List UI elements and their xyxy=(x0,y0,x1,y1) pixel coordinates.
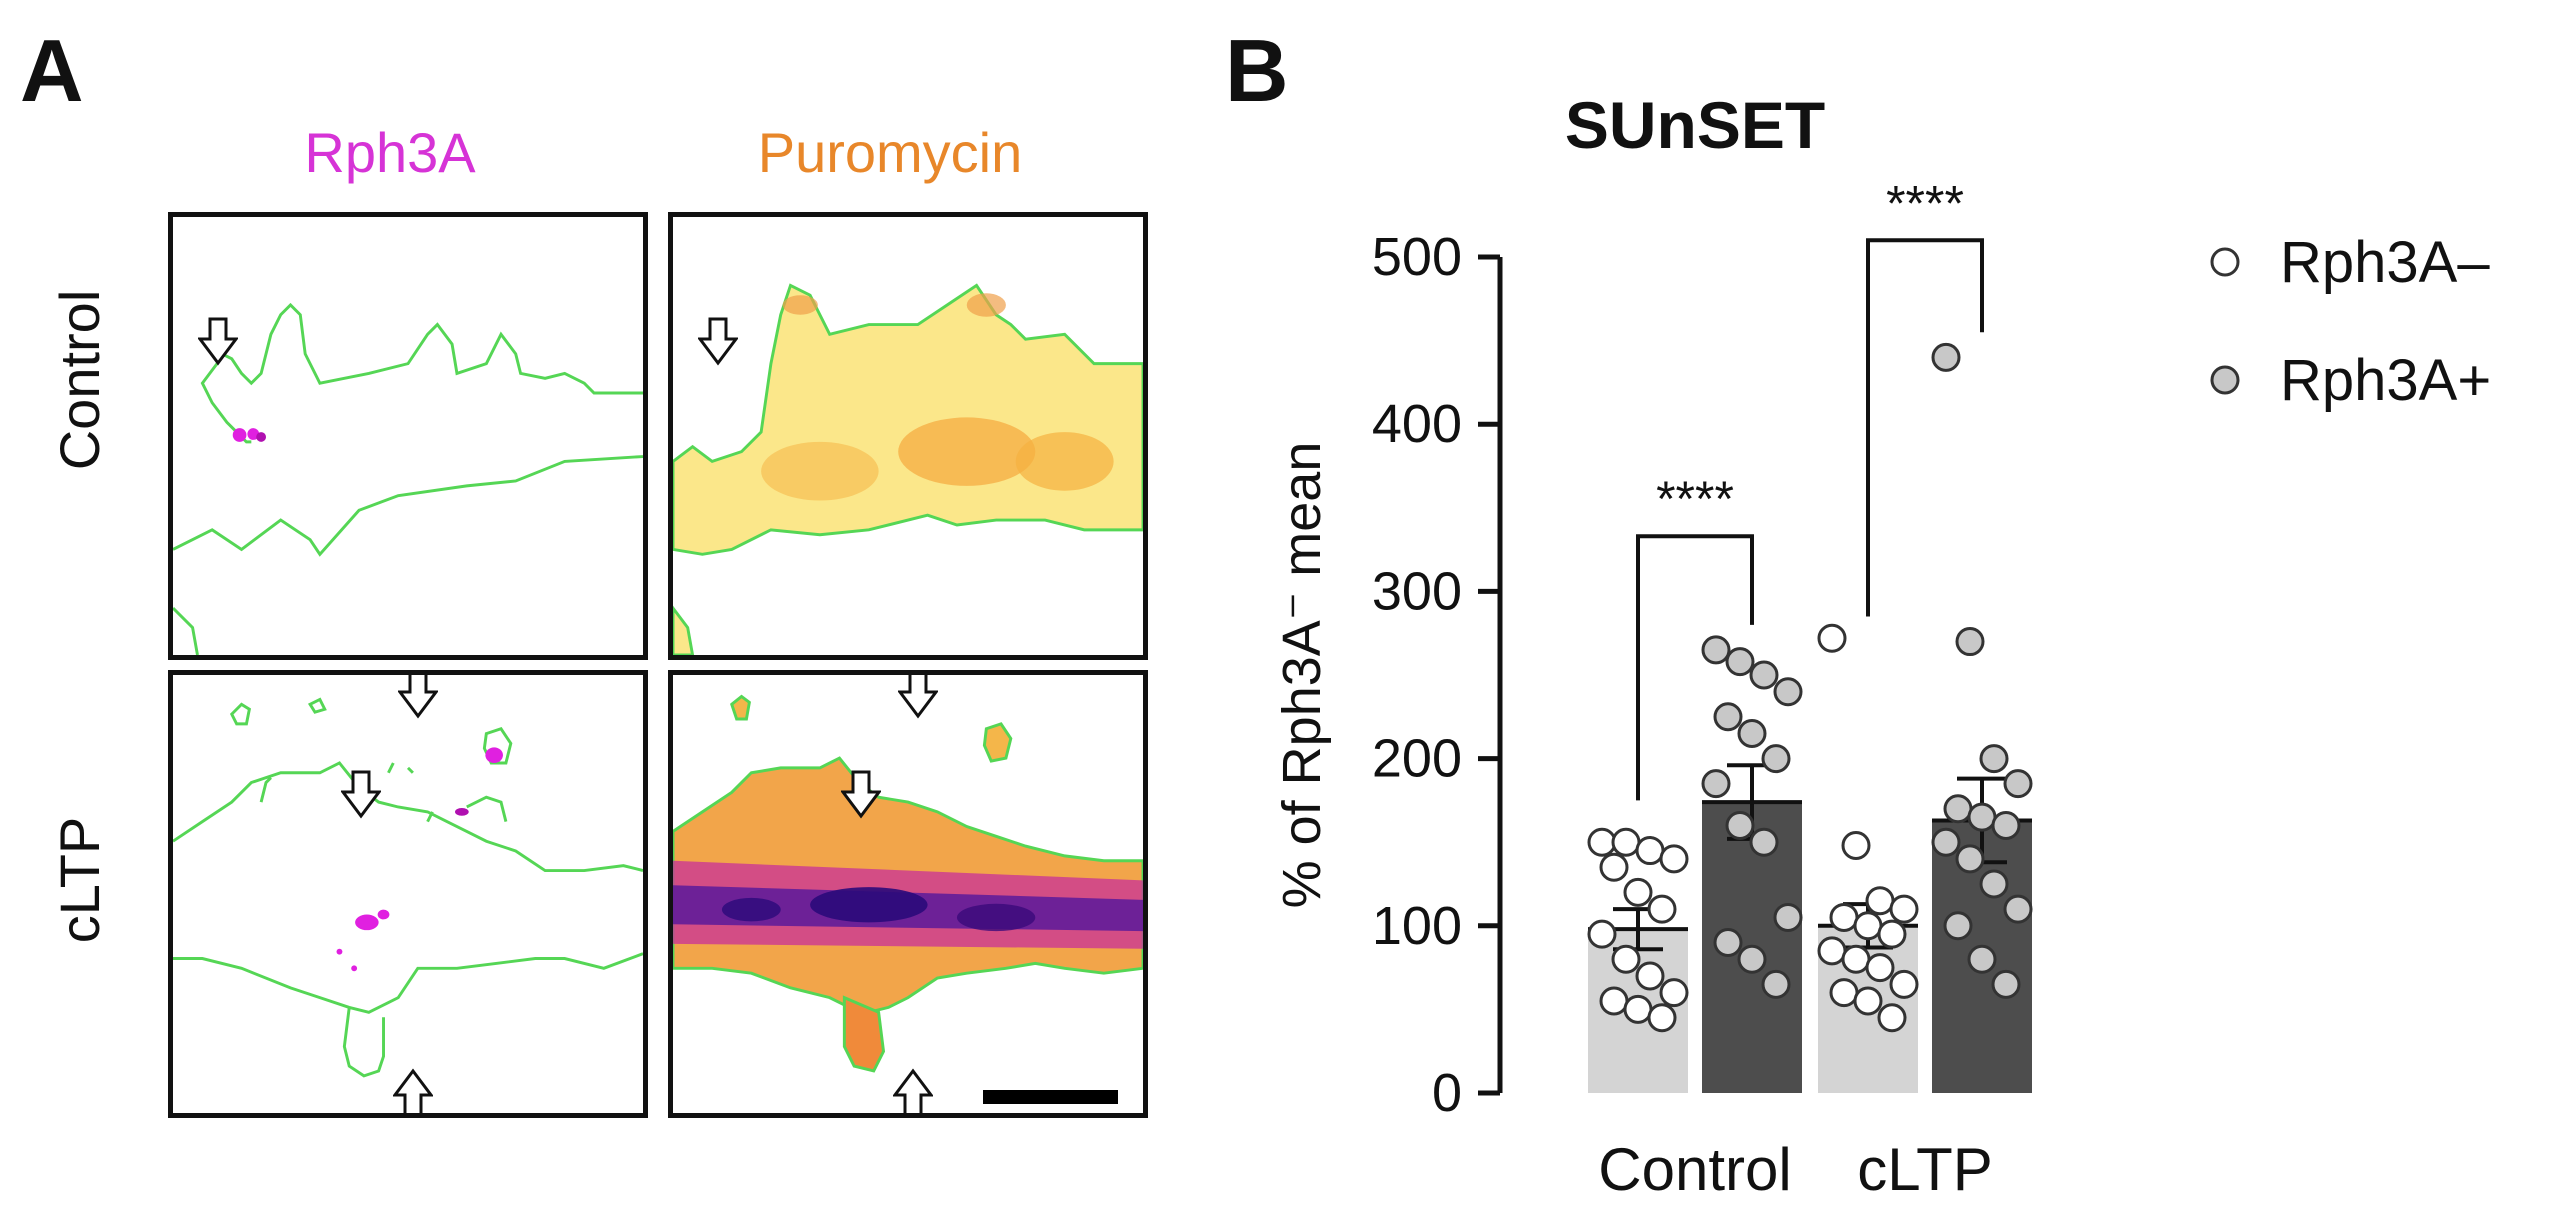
data-point xyxy=(1623,994,1653,1024)
data-point xyxy=(1931,827,1961,857)
data-point xyxy=(1611,944,1641,974)
data-point xyxy=(1701,769,1731,799)
data-point xyxy=(1817,936,1847,966)
image-control-rph3a xyxy=(168,212,648,660)
data-point xyxy=(1829,978,1859,1008)
y-tick-label: 200 xyxy=(1372,729,1462,789)
data-point xyxy=(1955,844,1985,874)
data-point xyxy=(1773,902,1803,932)
data-point xyxy=(1979,744,2009,774)
image-cltp-puromycin xyxy=(668,670,1148,1118)
data-point xyxy=(2003,894,2033,924)
image-control-puromycin xyxy=(668,212,1148,660)
data-point xyxy=(1599,852,1629,882)
image-cltp-rph3a xyxy=(168,670,648,1118)
y-tick-label: 300 xyxy=(1372,561,1462,621)
data-point xyxy=(1877,919,1907,949)
legend-label: Rph3A+ xyxy=(2280,348,2491,413)
data-point xyxy=(1841,831,1871,861)
data-point xyxy=(1967,944,1997,974)
data-point xyxy=(1635,961,1665,991)
data-point xyxy=(1647,1003,1677,1033)
data-point xyxy=(1955,627,1985,657)
legend-label: Rph3A– xyxy=(2280,230,2490,295)
significance-label: **** xyxy=(1886,175,1964,231)
y-tick-label: 0 xyxy=(1432,1063,1462,1123)
data-point xyxy=(1659,978,1689,1008)
data-point xyxy=(1967,802,1997,832)
y-axis-label: % of Rph3A⁻ mean xyxy=(1272,442,1332,909)
row-label-control: Control xyxy=(48,289,111,471)
data-point xyxy=(1931,342,1961,372)
data-point xyxy=(1773,677,1803,707)
significance-label: **** xyxy=(1656,471,1734,527)
data-point xyxy=(1725,810,1755,840)
x-tick-label-cltp: cLTP xyxy=(1857,1136,1993,1203)
panel-b-label: B xyxy=(1225,21,1289,120)
column-label-rph3a: Rph3A xyxy=(304,121,476,184)
arrow-down-icon xyxy=(698,317,738,366)
x-tick-label-control: Control xyxy=(1598,1136,1791,1203)
arrow-up-icon xyxy=(893,1068,933,1113)
chart-title: SUnSET xyxy=(1565,88,1825,162)
data-point xyxy=(1889,894,1919,924)
data-point xyxy=(1853,911,1883,941)
data-point xyxy=(1659,844,1689,874)
data-point xyxy=(1749,827,1779,857)
arrow-down-icon xyxy=(341,770,381,819)
data-point xyxy=(1737,944,1767,974)
arrow-up-icon xyxy=(393,1068,433,1113)
arrow-down-icon xyxy=(841,770,881,819)
arrow-down-icon xyxy=(198,317,238,366)
data-point xyxy=(1865,953,1895,983)
scale-bar xyxy=(983,1090,1118,1104)
data-point xyxy=(1865,886,1895,916)
significance-bracket xyxy=(1636,534,1754,801)
data-point xyxy=(1647,894,1677,924)
data-point xyxy=(1817,623,1847,653)
panel-a-label: A xyxy=(20,21,84,120)
data-point xyxy=(1991,810,2021,840)
data-point xyxy=(1599,986,1629,1016)
data-point xyxy=(1761,969,1791,999)
data-point xyxy=(1889,969,1919,999)
data-point xyxy=(1943,794,1973,824)
data-point xyxy=(1725,647,1755,677)
data-point xyxy=(1713,702,1743,732)
data-point xyxy=(1611,827,1641,857)
data-point xyxy=(1587,919,1617,949)
legend-marker xyxy=(2210,365,2240,395)
arrow-down-icon xyxy=(398,675,438,719)
y-tick-label: 400 xyxy=(1372,394,1462,454)
data-point xyxy=(1829,902,1859,932)
data-point xyxy=(1623,877,1653,907)
y-tick-label: 100 xyxy=(1372,896,1462,956)
data-point xyxy=(1587,827,1617,857)
legend-marker xyxy=(2210,247,2240,277)
data-point xyxy=(2003,769,2033,799)
data-point xyxy=(1761,744,1791,774)
column-label-puromycin: Puromycin xyxy=(757,121,1023,184)
data-point xyxy=(1737,719,1767,749)
data-point xyxy=(1991,969,2021,999)
data-point xyxy=(1877,1003,1907,1033)
arrow-down-icon xyxy=(898,675,938,719)
data-point xyxy=(1979,869,2009,899)
data-point xyxy=(1749,660,1779,690)
row-label-cltp: cLTP xyxy=(48,816,111,944)
sunset-bar-chart: SUnSET 0 100 200 300 400 500 % of Rph3A⁻ mean Co… xyxy=(1272,88,2491,1203)
data-point xyxy=(1635,836,1665,866)
data-point xyxy=(1943,911,1973,941)
data-point xyxy=(1701,635,1731,665)
significance-bracket xyxy=(1866,238,1984,617)
data-point xyxy=(1853,986,1883,1016)
y-tick-label: 500 xyxy=(1372,227,1462,287)
data-point xyxy=(1841,944,1871,974)
data-point xyxy=(1713,928,1743,958)
